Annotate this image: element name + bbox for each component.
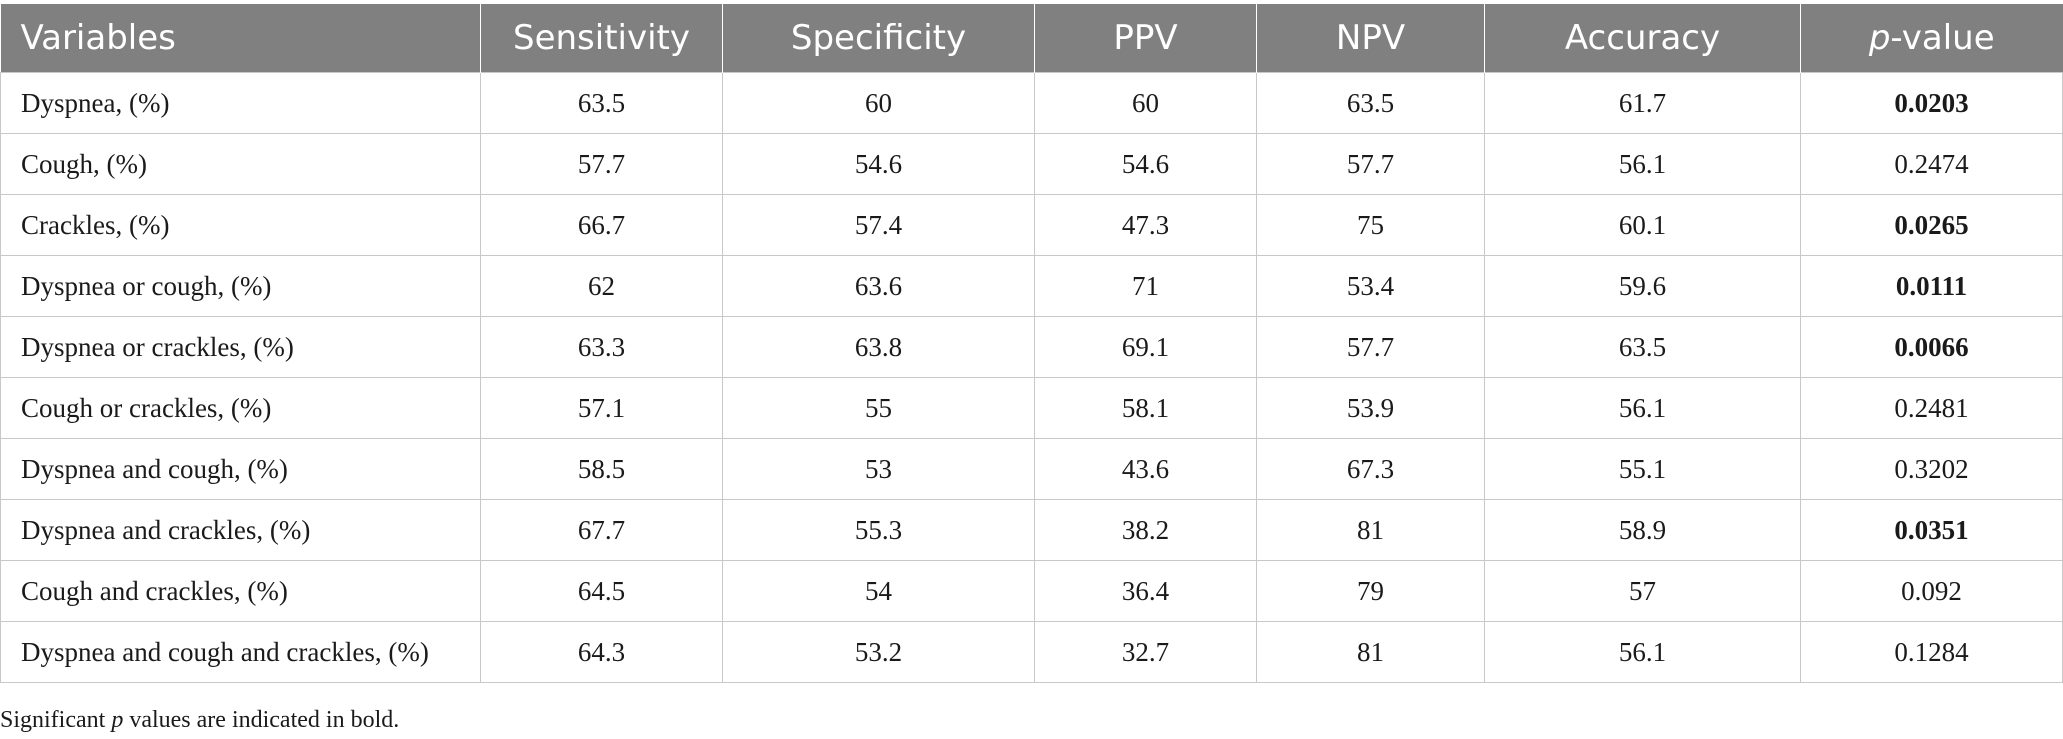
- cell-specificity: 63.6: [722, 255, 1035, 317]
- table-row: Cough and crackles, (%) 64.5 54 36.4 79 57 0.0…: [0, 560, 2063, 622]
- cell-variable: Dyspnea or crackles, (%): [0, 316, 481, 378]
- cell-pvalue: 0.0203: [1800, 72, 2063, 134]
- cell-ppv: 36.4: [1034, 560, 1257, 622]
- cell-ppv: 43.6: [1034, 438, 1257, 500]
- cell-ppv: 60: [1034, 72, 1257, 134]
- cell-variable: Cough, (%): [0, 133, 481, 195]
- cell-pvalue: 0.3202: [1800, 438, 2063, 500]
- cell-accuracy: 55.1: [1484, 438, 1801, 500]
- cell-npv: 79: [1256, 560, 1485, 622]
- footnote-p: p: [111, 707, 124, 733]
- cell-sensitivity: 66.7: [480, 194, 723, 256]
- footnote: Significant p values are indicated in bo…: [0, 707, 399, 734]
- cell-accuracy: 59.6: [1484, 255, 1801, 317]
- header-pvalue-p: p: [1868, 18, 1891, 58]
- cell-sensitivity: 64.3: [480, 621, 723, 683]
- cell-variable: Cough or crackles, (%): [0, 377, 481, 439]
- cell-pvalue: 0.092: [1800, 560, 2063, 622]
- cell-npv: 53.9: [1256, 377, 1485, 439]
- table-row: Cough or crackles, (%) 57.1 55 58.1 53.9 56.1…: [0, 377, 2063, 439]
- table-row: Dyspnea and cough, (%) 58.5 53 43.6 67.3 55.1…: [0, 438, 2063, 500]
- table-row: Dyspnea and crackles, (%) 67.7 55.3 38.2 81 5…: [0, 499, 2063, 561]
- cell-variable: Dyspnea and cough and crackles, (%): [0, 621, 481, 683]
- header-variables: Variables: [0, 4, 481, 73]
- cell-specificity: 54: [722, 560, 1035, 622]
- cell-specificity: 54.6: [722, 133, 1035, 195]
- cell-accuracy: 56.1: [1484, 377, 1801, 439]
- cell-specificity: 53.2: [722, 621, 1035, 683]
- cell-variable: Dyspnea and crackles, (%): [0, 499, 481, 561]
- cell-accuracy: 56.1: [1484, 621, 1801, 683]
- cell-variable: Cough and crackles, (%): [0, 560, 481, 622]
- header-pvalue: p-value: [1800, 4, 2063, 73]
- cell-ppv: 69.1: [1034, 316, 1257, 378]
- footnote-before: Significant: [0, 707, 112, 733]
- cell-accuracy: 57: [1484, 560, 1801, 622]
- cell-npv: 75: [1256, 194, 1485, 256]
- cell-npv: 53.4: [1256, 255, 1485, 317]
- cell-npv: 63.5: [1256, 72, 1485, 134]
- cell-variable: Crackles, (%): [0, 194, 481, 256]
- table-row: Dyspnea or crackles, (%) 63.3 63.8 69.1 57.7…: [0, 316, 2063, 378]
- table-row: Cough, (%) 57.7 54.6 54.6 57.7 56.1 0.2474: [0, 133, 2063, 195]
- cell-ppv: 47.3: [1034, 194, 1257, 256]
- cell-specificity: 57.4: [722, 194, 1035, 256]
- cell-sensitivity: 58.5: [480, 438, 723, 500]
- cell-sensitivity: 62: [480, 255, 723, 317]
- cell-sensitivity: 57.7: [480, 133, 723, 195]
- table-row: Crackles, (%) 66.7 57.4 47.3 75 60.1 0.0265: [0, 194, 2063, 256]
- cell-pvalue: 0.2474: [1800, 133, 2063, 195]
- cell-npv: 57.7: [1256, 316, 1485, 378]
- cell-specificity: 53: [722, 438, 1035, 500]
- header-pvalue-suffix: -value: [1890, 18, 1995, 58]
- header-accuracy: Accuracy: [1484, 4, 1801, 73]
- cell-ppv: 71: [1034, 255, 1257, 317]
- cell-sensitivity: 57.1: [480, 377, 723, 439]
- cell-sensitivity: 63.5: [480, 72, 723, 134]
- cell-pvalue: 0.2481: [1800, 377, 2063, 439]
- cell-accuracy: 56.1: [1484, 133, 1801, 195]
- table-row: Dyspnea or cough, (%) 62 63.6 71 53.4 59.6 0.0…: [0, 255, 2063, 317]
- header-specificity: Specificity: [722, 4, 1035, 73]
- cell-pvalue: 0.1284: [1800, 621, 2063, 683]
- cell-pvalue: 0.0066: [1800, 316, 2063, 378]
- cell-npv: 81: [1256, 499, 1485, 561]
- cell-pvalue: 0.0265: [1800, 194, 2063, 256]
- cell-accuracy: 61.7: [1484, 72, 1801, 134]
- table-row: Dyspnea, (%) 63.5 60 60 63.5 61.7 0.0203: [0, 72, 2063, 134]
- table-body: Dyspnea, (%) 63.5 60 60 63.5 61.7 0.0203 Cough,…: [0, 72, 2063, 683]
- cell-variable: Dyspnea, (%): [0, 72, 481, 134]
- results-table: Variables Sensitivity Specificity PPV NP…: [0, 4, 2063, 683]
- cell-variable: Dyspnea or cough, (%): [0, 255, 481, 317]
- cell-sensitivity: 64.5: [480, 560, 723, 622]
- cell-accuracy: 63.5: [1484, 316, 1801, 378]
- header-row: Variables Sensitivity Specificity PPV NP…: [0, 4, 2063, 73]
- cell-ppv: 32.7: [1034, 621, 1257, 683]
- cell-specificity: 55: [722, 377, 1035, 439]
- cell-specificity: 55.3: [722, 499, 1035, 561]
- cell-sensitivity: 63.3: [480, 316, 723, 378]
- footnote-after: values are indicated in bold.: [123, 707, 400, 733]
- header-npv: NPV: [1256, 4, 1485, 73]
- cell-sensitivity: 67.7: [480, 499, 723, 561]
- cell-variable: Dyspnea and cough, (%): [0, 438, 481, 500]
- cell-specificity: 60: [722, 72, 1035, 134]
- cell-ppv: 38.2: [1034, 499, 1257, 561]
- cell-npv: 81: [1256, 621, 1485, 683]
- header-sensitivity: Sensitivity: [480, 4, 723, 73]
- cell-accuracy: 60.1: [1484, 194, 1801, 256]
- cell-ppv: 54.6: [1034, 133, 1257, 195]
- table-row: Dyspnea and cough and crackles, (%) 64.3 5…: [0, 621, 2063, 683]
- cell-pvalue: 0.0351: [1800, 499, 2063, 561]
- cell-specificity: 63.8: [722, 316, 1035, 378]
- cell-accuracy: 58.9: [1484, 499, 1801, 561]
- cell-npv: 57.7: [1256, 133, 1485, 195]
- cell-npv: 67.3: [1256, 438, 1485, 500]
- cell-pvalue: 0.0111: [1800, 255, 2063, 317]
- cell-ppv: 58.1: [1034, 377, 1257, 439]
- header-ppv: PPV: [1034, 4, 1257, 73]
